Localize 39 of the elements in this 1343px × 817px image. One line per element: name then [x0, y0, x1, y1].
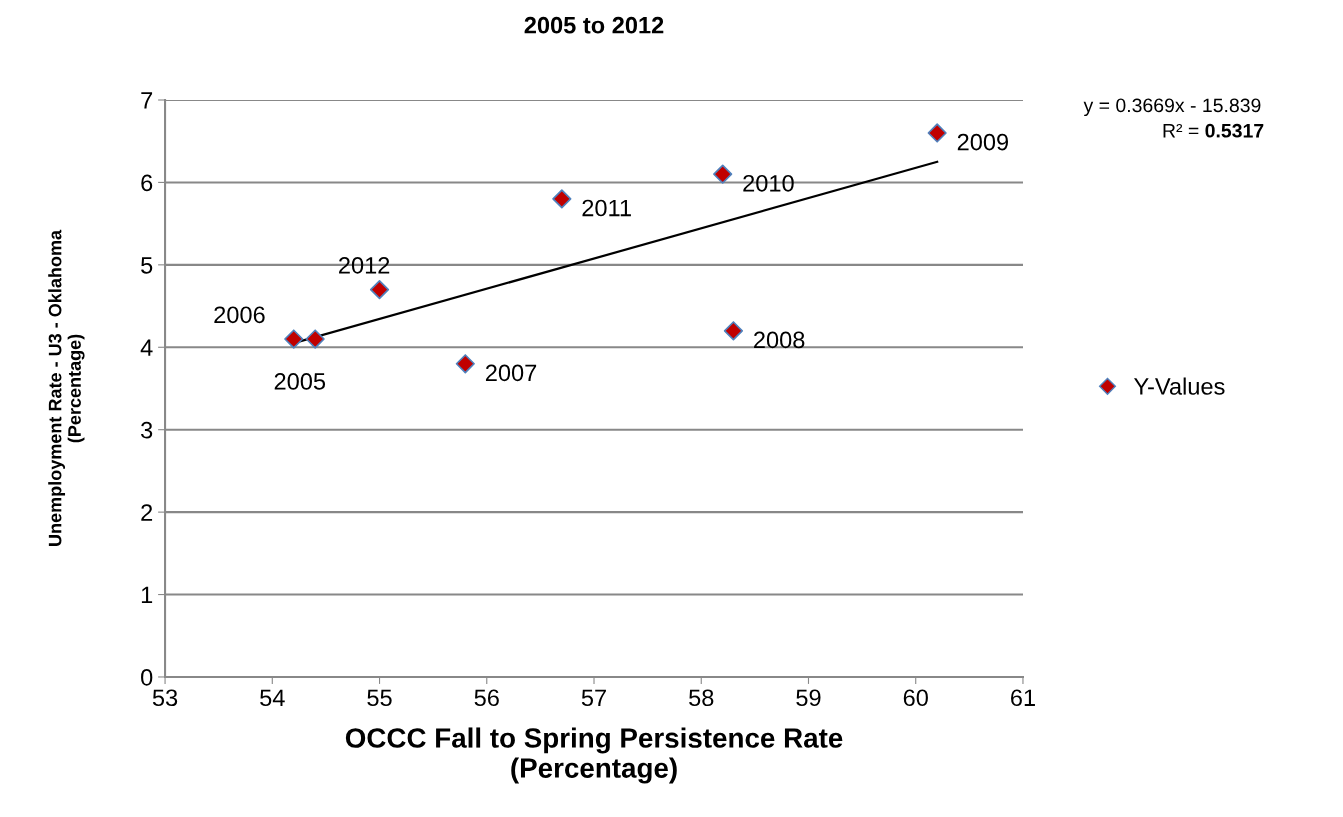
y-tick-label: 0: [141, 669, 153, 686]
x-tick-label: 58: [689, 689, 714, 707]
annotation: 2005: [274, 373, 326, 390]
annotation: 2010: [743, 174, 794, 192]
x-tick-label: 55: [367, 689, 392, 707]
annotation: 2009: [957, 133, 1009, 151]
y-tick-label: 5: [141, 257, 153, 274]
point: [713, 164, 733, 184]
point: [369, 279, 390, 300]
x-tick-label: 57: [581, 689, 606, 707]
point: [305, 329, 325, 349]
point: [552, 189, 572, 209]
text: R² = 0.5317: [1163, 123, 1264, 138]
y-tick-label: 1: [141, 586, 153, 604]
chart-title: 2005 to 2012: [524, 16, 664, 34]
x-tick-label: 61: [1011, 689, 1035, 707]
y-tick-label: 3: [141, 421, 153, 439]
annotation: 2006: [214, 306, 265, 324]
annotation: 2011: [582, 199, 631, 217]
x-tick-label: 56: [474, 689, 499, 707]
y-axis-title: Unemployment Rate - U3 - Oklahoma (Percentage): [48, 229, 85, 546]
point: [284, 329, 304, 349]
text: y = 0.3669x - 15.839: [1083, 98, 1261, 117]
point: [927, 123, 947, 143]
point: [455, 354, 475, 374]
legend-label: Y-Values: [1133, 377, 1225, 395]
x-axis-title: OCCC Fall to Spring Persistence Rate (Percentage): [345, 727, 843, 784]
y-tick-label: 6: [141, 174, 153, 192]
x-tick-label: 60: [903, 689, 928, 707]
point: [723, 321, 744, 341]
y-tick-label: 7: [141, 92, 153, 109]
y-tick-label: 2: [141, 504, 153, 521]
y-tick-label: 4: [140, 339, 153, 356]
x-tick-label: 54: [260, 689, 285, 707]
x-tick-label: 53: [152, 689, 178, 707]
annotation: 2007: [485, 364, 537, 382]
annotation: 2008: [754, 331, 805, 349]
annotation: 2012: [339, 256, 390, 274]
x-tick-label: 59: [796, 689, 821, 707]
